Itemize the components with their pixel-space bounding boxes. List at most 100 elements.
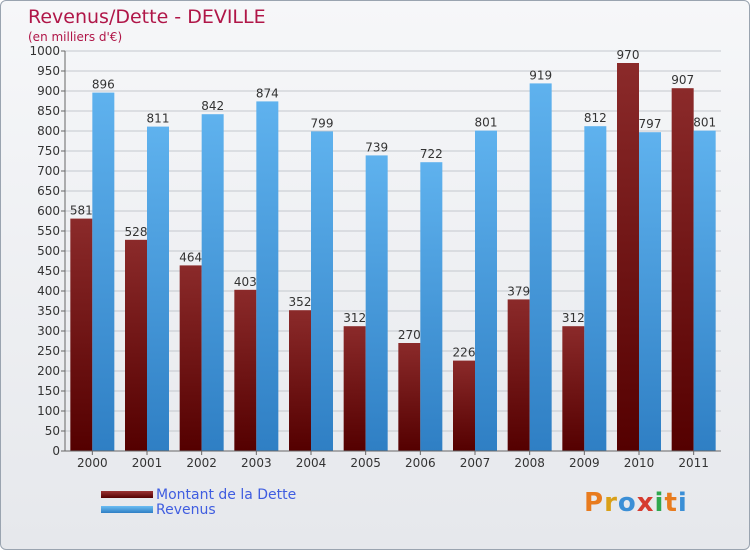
y-tick-label: 0 [52,444,60,458]
x-tick-label: 2006 [405,456,436,470]
x-tick-label: 2003 [241,456,272,470]
bar-debt [179,265,202,451]
y-tick-label: 750 [37,144,60,158]
bar-debt [507,299,530,451]
data-label: 312 [562,311,585,325]
y-tick-label: 600 [37,204,60,218]
data-label: 528 [125,225,148,239]
bar-revenus [584,126,607,451]
logo-letter: r [604,488,618,518]
proxiti-logo: Proxiti [584,488,688,518]
data-label: 842 [201,99,224,113]
bar-debt [398,343,421,451]
x-tick-label: 2001 [132,456,163,470]
legend-label-revenus: Revenus [156,502,216,518]
y-tick-label: 500 [37,244,60,258]
data-label: 226 [453,346,476,360]
data-label: 919 [529,68,552,82]
y-tick-label: 250 [37,344,60,358]
data-label: 801 [693,116,716,130]
grid-lines [65,50,721,452]
logo-letter: i [654,488,665,518]
y-tick-label: 50 [45,424,60,438]
x-tick-label: 2002 [186,456,217,470]
bar-debt [234,289,257,451]
y-tick-label: 450 [37,264,60,278]
bar-revenus [256,101,279,452]
bar-revenus [475,130,497,451]
logo-letter: P [584,488,605,518]
y-tick-label: 300 [37,324,60,338]
x-tick-label: 2010 [624,456,655,470]
data-labels: 581 896 528 811 464 842 403 874 352 799 312 739 270 7… [70,48,716,360]
bar-revenus [201,114,224,451]
data-label: 874 [256,86,279,100]
x-tick-label: 2009 [569,456,600,470]
legend-swatch-revenus [101,506,153,513]
y-tick-label: 100 [37,404,60,418]
bar-revenus [420,162,443,451]
logo-letter: t [664,488,678,518]
y-tick-label: 200 [37,364,60,378]
bar-debt [617,63,639,451]
data-label: 722 [420,147,443,161]
data-label: 801 [475,116,498,130]
x-axis-ticks: 2000 2001 2002 2003 2004 2005 2006 2007 2008 2009… [77,451,709,470]
bar-revenus [92,92,115,451]
data-label: 464 [179,250,202,264]
data-label: 270 [398,328,421,342]
x-tick-label: 2005 [350,456,381,470]
bar-debt [70,218,93,451]
x-tick-label: 2008 [514,456,545,470]
y-tick-label: 350 [37,304,60,318]
logo-letter: o [617,488,637,518]
bar-debt [289,310,311,451]
chart-subtitle: (en milliers d'€) [28,30,123,44]
bar-debt [343,326,366,451]
y-tick-label: 700 [37,164,60,178]
data-label: 811 [147,112,170,126]
data-label: 797 [639,117,662,131]
bar-revenus [365,155,388,451]
chart-title: Revenus/Dette - DEVILLE [28,6,266,28]
bar-revenus [639,132,661,451]
data-label: 739 [365,140,388,154]
legend-label-debt: Montant de la Dette [156,487,297,503]
x-tick-label: 2011 [678,456,709,470]
y-tick-label: 1000 [29,44,60,58]
data-label: 312 [343,311,366,325]
bar-debt [125,239,147,451]
x-tick-label: 2004 [296,456,327,470]
bar-revenus [529,83,552,452]
logo-letter: i [677,488,688,518]
data-label: 581 [70,204,93,218]
y-tick-label: 950 [37,64,60,78]
logo-letter: x [636,488,655,518]
y-tick-label: 650 [37,184,60,198]
bar-revenus [311,131,333,451]
bars [70,63,716,452]
data-label: 907 [671,73,694,87]
y-tick-label: 800 [37,124,60,138]
bar-debt [453,360,475,451]
y-tick-label: 900 [37,84,60,98]
bar-revenus [147,126,169,451]
y-tick-label: 850 [37,104,60,118]
data-label: 379 [507,284,530,298]
bar-revenus [693,130,716,451]
y-axis-ticks: 0 50 100 150 200 250 300 350 400 450 500 550 600 650 7… [29,44,66,458]
x-tick-label: 2007 [460,456,491,470]
data-label: 970 [617,48,640,62]
legend-swatch-debt [101,491,153,498]
y-tick-label: 150 [37,384,60,398]
bar-debt [671,88,694,451]
data-label: 896 [92,78,115,92]
data-label: 799 [311,116,334,130]
data-label: 812 [584,111,607,125]
bar-debt [562,326,585,451]
x-tick-label: 2000 [77,456,108,470]
y-tick-label: 550 [37,224,60,238]
y-tick-label: 400 [37,284,60,298]
